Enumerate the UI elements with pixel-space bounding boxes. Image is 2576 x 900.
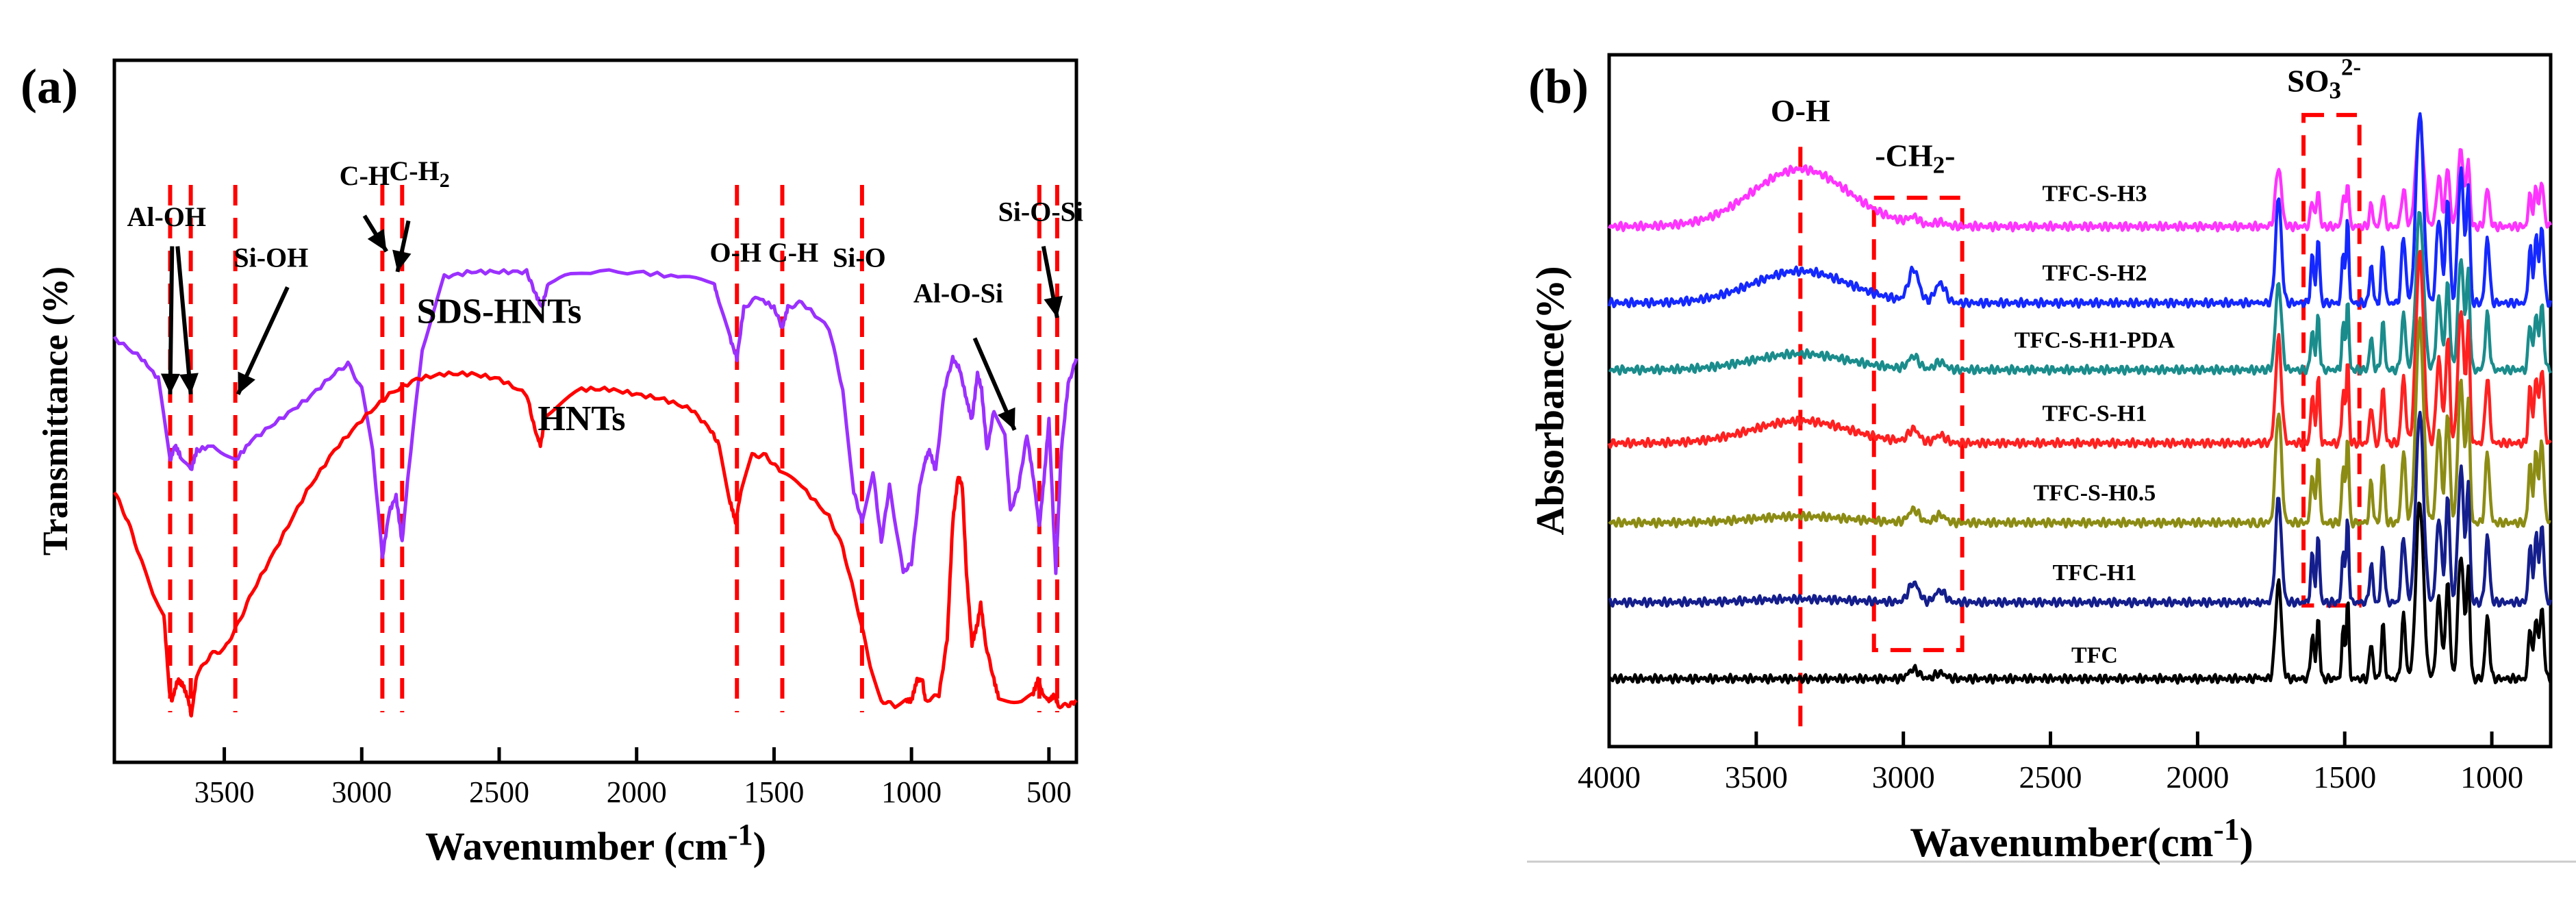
x-tick-label: 4000 — [1578, 760, 1641, 795]
series-line-hnts — [113, 370, 1078, 718]
annotation-label: Si-O-Si — [998, 196, 1083, 227]
annotation-label: C-H — [768, 237, 818, 268]
x-tick-label: 1500 — [744, 775, 804, 809]
x-tick-label: 3000 — [331, 775, 392, 809]
series-line-tfc-s-h1 — [1607, 249, 2552, 449]
annotation-label: O-H — [709, 237, 761, 268]
series-label: TFC-H1 — [2053, 560, 2137, 586]
highlight-box — [2301, 112, 2362, 608]
x-tick-label: 3500 — [194, 775, 255, 809]
panel-label-b: (b) — [1528, 59, 1589, 114]
annotation-label: SO32- — [2287, 54, 2361, 104]
panel-label-a: (a) — [21, 59, 78, 114]
series-label: HNTs — [538, 399, 625, 438]
annotation-arrowhead — [179, 373, 199, 395]
series-line-tfc-s-h1-pda — [1608, 211, 2553, 376]
series-labels-a: SDS-HNTs HNTs — [417, 292, 626, 438]
series-labels-b: TFC-S-H3 TFC-S-H2 TFC-S-H1-PDA TFC-S-H1 TFC-… — [2015, 181, 2175, 668]
series-label: TFC — [2071, 643, 2118, 668]
y-axis-label-b: Absorbance(%) — [1528, 266, 1572, 535]
x-tick-label: 500 — [1026, 775, 1072, 809]
annotation-label-sup: 2- — [2341, 54, 2361, 81]
series-group-b — [1607, 112, 2553, 685]
series-label: TFC-S-H1-PDA — [2015, 327, 2175, 353]
x-tick-label: 3000 — [1872, 760, 1935, 795]
annotation-label: C-H — [340, 160, 390, 191]
series-line-tfc-s-h0-5 — [1608, 316, 2551, 529]
x-axis-label-a-close: ) — [753, 824, 766, 868]
annotation-arrowhead — [392, 249, 412, 272]
x-ticks-a: 3500 3000 2500 2000 1500 1000 500 — [194, 747, 1072, 809]
annotation-arrow — [175, 246, 193, 395]
x-tick-label: 1000 — [881, 775, 942, 809]
annotation-label-sub: 2 — [440, 169, 450, 192]
annotation-arrowhead — [1044, 295, 1063, 318]
x-axis-label-b: Wavenumber(cm-1) — [1910, 812, 2253, 865]
annotation-label-after: - — [1945, 138, 1955, 173]
annotation-arrowhead — [238, 371, 255, 395]
series-line-tfc-s-h3 — [1607, 113, 2553, 233]
annotation-label: Al-OH — [127, 201, 206, 232]
series-line-tfc-s-h2 — [1607, 112, 2553, 309]
x-tick-label: 3500 — [1725, 760, 1788, 795]
annotation-label: Si-O — [833, 242, 886, 273]
series-label: SDS-HNTs — [417, 292, 582, 331]
series-label: TFC-S-H0.5 — [2034, 481, 2156, 506]
annotation-label: Si-OH — [233, 242, 308, 273]
annotations-b: O-H -CH2- SO32- — [1771, 54, 2361, 179]
plot-frame-b — [1607, 53, 2553, 749]
x-tick-label: 2500 — [469, 775, 529, 809]
series-label: TFC-S-H2 — [2042, 261, 2147, 286]
x-tick-label: 2000 — [607, 775, 667, 809]
annotation-arrowhead — [997, 407, 1015, 430]
annotation-label-sub: 3 — [2329, 77, 2342, 104]
series-group-a — [112, 268, 1078, 718]
x-axis-label-a: Wavenumber (cm-1) — [425, 818, 766, 868]
x-axis-label-b-close: ) — [2240, 820, 2253, 865]
dashed-boxes-b — [1871, 112, 2362, 653]
plot-frame-a — [112, 58, 1078, 764]
series-line-tfc-h1 — [1608, 410, 2553, 609]
series-label: TFC-S-H3 — [2042, 181, 2147, 206]
x-tick-label: 2000 — [2166, 760, 2229, 795]
x-tick-label: 2500 — [2019, 760, 2082, 795]
chart-panel-b: (b) Absorbance(%) Wavenumber(cm-1) 4000 3… — [1527, 53, 2576, 865]
annotation-label-sub: 2 — [1933, 151, 1945, 178]
series-label: TFC-S-H1 — [2042, 401, 2147, 426]
x-axis-label-b-exp: -1 — [2213, 812, 2239, 847]
x-axis-label-b-base: Wavenumber(cm — [1910, 820, 2213, 865]
x-axis-label-a-base: Wavenumber (cm — [425, 824, 728, 868]
annotation-label: O-H — [1771, 93, 1830, 128]
series-line-tfc — [1608, 501, 2553, 685]
annotation-label: -CH2- — [1875, 138, 1955, 178]
annotation-arrow — [168, 246, 175, 395]
x-tick-label: 1000 — [2460, 760, 2523, 795]
chart-panel-a: (a) Transmittance (%) Wavenumber (cm-1) … — [21, 58, 1083, 868]
x-ticks-b: 4000 3500 3000 2500 2000 1500 1000 — [1578, 732, 2523, 795]
y-axis-label-a: Transmittance (%) — [36, 266, 75, 555]
highlight-box — [1871, 195, 1965, 653]
annotation-label: C-H2 — [389, 155, 449, 192]
annotation-arrowhead — [367, 229, 387, 252]
annotation-label: Al-O-Si — [913, 278, 1003, 309]
x-tick-label: 1500 — [2313, 760, 2376, 795]
x-axis-label-a-exp: -1 — [728, 818, 753, 851]
annotation-arrowhead — [160, 373, 180, 395]
series-line-sds-hnts — [112, 268, 1078, 575]
